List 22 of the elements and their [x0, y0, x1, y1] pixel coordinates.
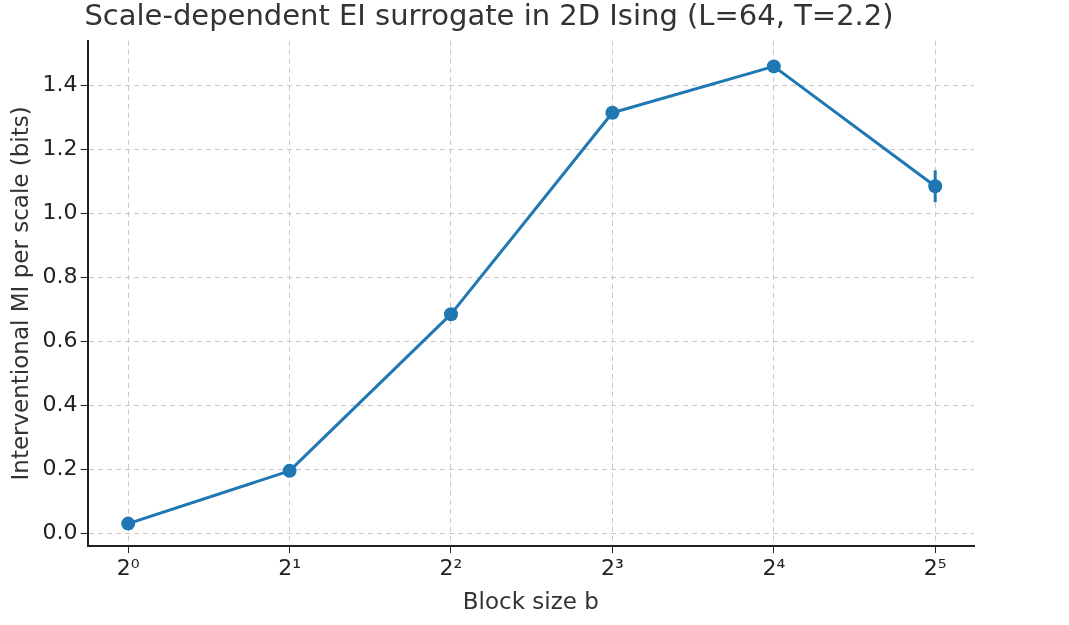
y-tick-label: 0.8	[42, 263, 78, 289]
point	[121, 516, 136, 531]
point	[444, 307, 458, 322]
x-tick-label: 2⁰	[116, 554, 140, 580]
x-tick-label: 2⁵	[923, 554, 947, 580]
y-tick-label: 1.0	[42, 199, 78, 225]
point	[282, 463, 297, 478]
y-tick-label: 0.4	[42, 391, 78, 417]
x-axis-title: Block size b	[462, 588, 599, 615]
x-tick-label: 2³	[600, 554, 624, 580]
y-axis-title: Interventional MI per scale (bits)	[6, 106, 33, 481]
y-tick-label: 1.2	[42, 135, 78, 161]
chart-title: Scale-dependent EI surrogate in 2D Ising (L=64, T=2.2)	[84, 0, 894, 32]
y-tick-label: 0.0	[42, 518, 78, 544]
point	[605, 105, 620, 120]
x-tick-label: 2¹	[278, 554, 302, 580]
x-tick-label: 2²	[439, 554, 463, 580]
y-tick-label: 0.6	[42, 327, 78, 353]
y-tick-label: 1.4	[42, 71, 78, 97]
y-tick-label: 0.2	[42, 454, 78, 480]
point	[766, 59, 781, 74]
x-tick-label: 2⁴	[762, 554, 786, 580]
